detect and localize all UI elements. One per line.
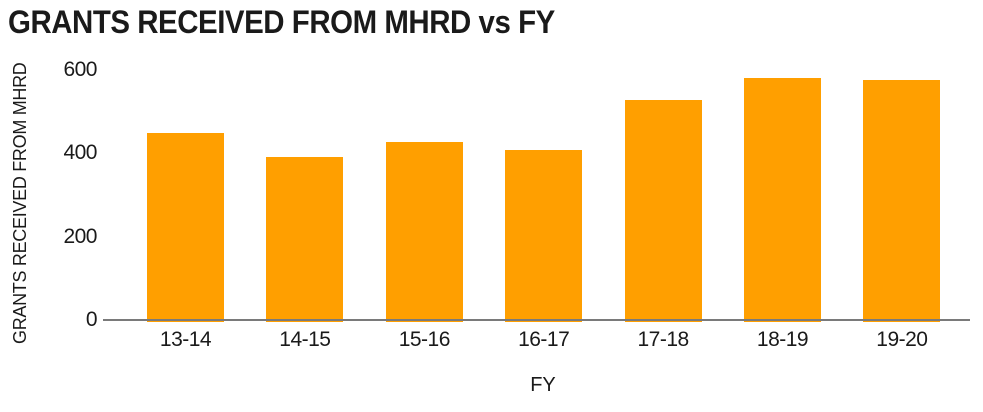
bar-17-18 [624, 100, 702, 322]
y-tick-label: 400 [63, 141, 97, 165]
chart-title: GRANTS RECEIVED FROM MHRD vs FY [8, 4, 555, 40]
bar-19-20 [863, 79, 941, 322]
y-axis-title: GRANTS RECEIVED FROM MHRD [10, 62, 30, 344]
bar-14-15 [266, 156, 344, 322]
x-tick-label: 17-18 [637, 328, 689, 351]
bar-16-17 [505, 149, 583, 322]
bar-15-16 [385, 142, 463, 322]
x-tick-label: 19-20 [876, 328, 928, 351]
x-axis-title: FY [530, 374, 556, 396]
y-tick-label: 600 [63, 58, 97, 81]
bar-18-19 [744, 77, 821, 322]
x-tick-label: 14-15 [279, 328, 331, 351]
x-tick-label: 18-19 [756, 328, 809, 351]
y-tick-label: 200 [63, 224, 97, 248]
x-tick-label: 13-14 [159, 328, 212, 351]
x-axis-line [103, 319, 970, 321]
bar-13-14 [147, 132, 224, 322]
x-tick-label: 16-17 [518, 328, 570, 351]
y-tick-label: 0 [85, 308, 98, 331]
plot-area: 0 200 400 600 13-14 14-15 15-16 16-17 17-18 18-1… [63, 59, 970, 351]
x-tick-label: 15-16 [398, 328, 451, 351]
